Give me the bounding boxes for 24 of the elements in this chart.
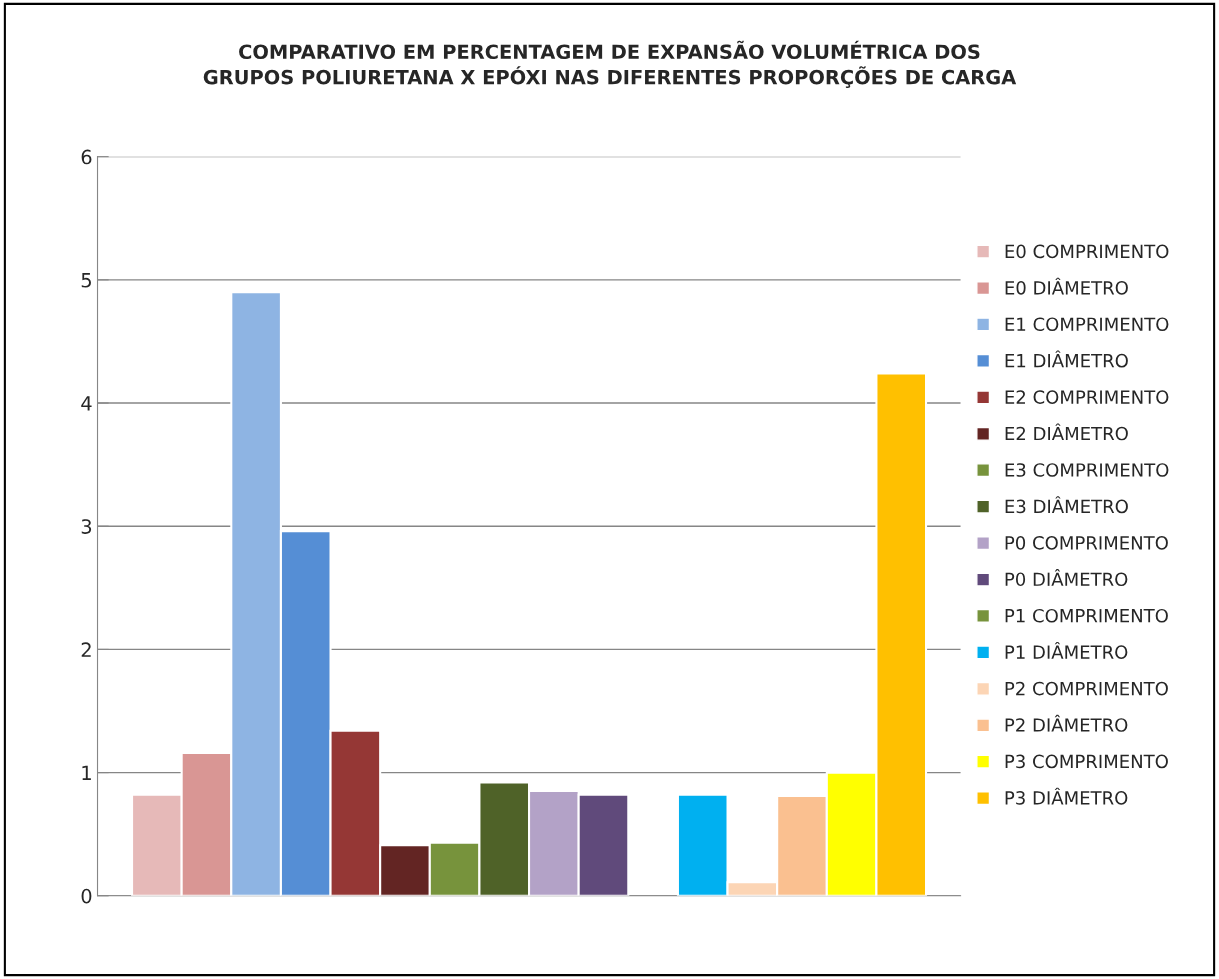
legend-label: P0 COMPRIMENTO (1005, 536, 1168, 550)
legend-label: E2 COMPRIMENTO (1005, 390, 1169, 404)
y-tick-label: 5 (81, 273, 91, 288)
legend-label: E1 COMPRIMENTO (1005, 317, 1169, 332)
legend-label: P3 DIÂMETRO (1005, 787, 1128, 805)
legend-label: P1 COMPRIMENTO (1005, 608, 1168, 623)
y-tick-label: 0 (81, 888, 92, 904)
legend-label: E2 DIÂMETRO (1005, 423, 1128, 441)
legend-label: P0 DIÂMETRO (1005, 569, 1128, 587)
legend-label: E0 DIÂMETRO (1005, 277, 1128, 295)
legend-label: P2 DIÂMETRO (1005, 714, 1128, 732)
y-tick-label: 4 (81, 396, 92, 411)
legend-label: E1 DIÂMETRO (1005, 350, 1128, 368)
y-tick-label: 1 (82, 765, 91, 780)
legend-label: E0 COMPRIMENTO (1005, 244, 1169, 259)
legend-label: P3 COMPRIMENTO (1005, 754, 1168, 769)
legend-label: E3 DIÂMETRO (1005, 496, 1128, 514)
chart-title: COMPARATIVO EM PERCENTAGEM DE EXPANSÃO VOLUMÉTRICA DOS GRUPOS POLIURETANA X EPÓXI NAS DIFERENTES PROPORÇÕES DE CARGA (203, 40, 1017, 88)
legend-label: P2 COMPRIMENTO (1005, 681, 1168, 696)
legend-label: E3 COMPRIMENTO (1005, 463, 1169, 477)
legend-label: P1 DIÂMETRO (1005, 641, 1128, 659)
y-tick-label: 6 (81, 149, 92, 165)
y-tick-label: 2 (81, 642, 91, 657)
y-tick-label: 3 (81, 519, 92, 534)
